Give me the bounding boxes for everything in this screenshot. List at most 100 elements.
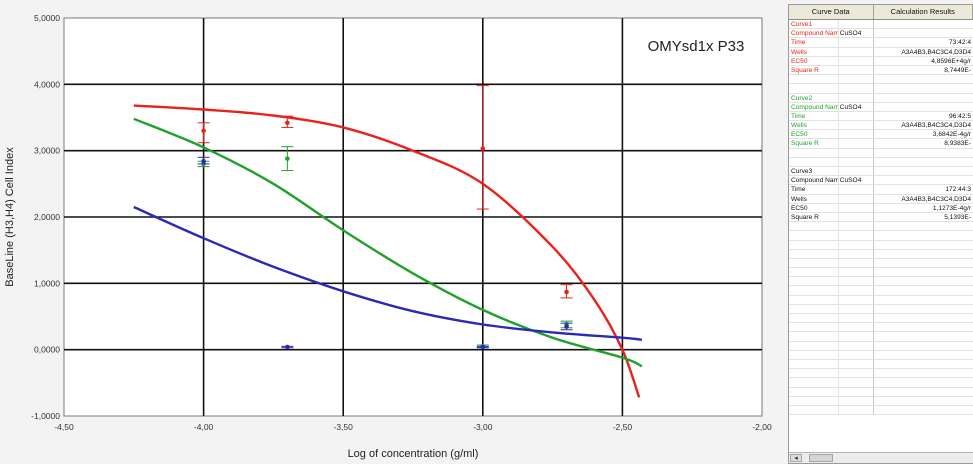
row-label: Square R <box>789 212 839 222</box>
row-label: Curve3 <box>789 167 839 176</box>
table-row[interactable] <box>789 157 973 167</box>
y-axis-label: BaseLine (H3,H4) Cell Index <box>4 147 16 287</box>
row-result <box>874 378 973 386</box>
grid-lines <box>64 18 762 416</box>
table-row[interactable]: Wells A3A4B3,B4C3C4,D3D4 <box>789 194 973 204</box>
table-row[interactable]: Square R 8,7449E- <box>789 65 973 76</box>
table-row[interactable]: Compound Name CuSO4 <box>789 176 973 186</box>
table-row[interactable]: Compound Name CuSO4 <box>789 29 973 39</box>
table-row[interactable] <box>789 148 973 158</box>
row-value <box>839 130 874 139</box>
table-row[interactable]: EC50 4,8596E+4g/r <box>789 56 973 66</box>
curve-line-2 <box>133 117 643 368</box>
row-value <box>839 47 874 56</box>
row-value <box>839 396 874 405</box>
table-row[interactable] <box>789 369 973 379</box>
row-value <box>839 387 874 396</box>
table-row[interactable] <box>789 295 973 305</box>
row-value <box>839 369 874 378</box>
fitted-curves <box>133 104 643 398</box>
table-row[interactable] <box>789 75 973 85</box>
row-value <box>839 304 874 313</box>
row-label <box>789 277 839 286</box>
row-label: EC50 <box>789 130 839 139</box>
table-row[interactable]: Curve1 <box>789 20 973 30</box>
table-row[interactable]: Square R 5,1393E- <box>789 212 973 223</box>
table-row[interactable]: EC50 1,1273E-4g/r <box>789 203 973 213</box>
row-label <box>789 249 839 258</box>
table-row[interactable]: Time 73:42:4 <box>789 38 973 48</box>
table-row[interactable]: Curve2 <box>789 93 973 103</box>
row-label <box>789 157 839 166</box>
row-result <box>874 103 973 111</box>
table-row[interactable] <box>789 268 973 278</box>
row-result <box>874 277 973 285</box>
row-label <box>789 295 839 304</box>
table-row[interactable] <box>789 341 973 351</box>
row-result: 172:44:3 <box>945 186 971 194</box>
row-label <box>789 369 839 378</box>
table-row[interactable] <box>789 405 973 416</box>
table-row[interactable]: Wells A3A4B3,B4C3C4,D3D4 <box>789 121 973 131</box>
row-label <box>789 396 839 405</box>
table-row[interactable]: Time 96:42:5 <box>789 111 973 122</box>
data-point <box>480 344 486 350</box>
table-row[interactable]: Curve3 <box>789 167 973 177</box>
scroll-left-arrow-icon[interactable]: ◂ <box>790 454 802 462</box>
horizontal-scrollbar[interactable]: ◂ <box>789 452 973 463</box>
tab-curve-data[interactable]: Curve Data <box>789 5 874 19</box>
table-row[interactable] <box>789 222 973 232</box>
scroll-thumb[interactable] <box>809 454 833 462</box>
table-row[interactable]: Square R 8,9383E- <box>789 139 973 149</box>
data-point <box>564 289 569 295</box>
row-label <box>789 258 839 268</box>
row-value <box>839 56 874 65</box>
table-row[interactable] <box>789 286 973 296</box>
table-row[interactable] <box>789 231 973 241</box>
table-row[interactable] <box>789 387 973 397</box>
table-row[interactable] <box>789 332 973 342</box>
table-row[interactable] <box>789 240 973 250</box>
x-tick-label: -2,50 <box>613 422 633 432</box>
row-result <box>874 397 973 405</box>
row-label: Time <box>789 38 839 47</box>
row-label <box>789 405 839 415</box>
table-row[interactable] <box>789 249 973 259</box>
row-label <box>789 387 839 396</box>
table-row[interactable]: EC50 3,6842E-4g/r <box>789 130 973 140</box>
row-result: 8,7449E- <box>944 66 971 74</box>
row-result <box>874 323 973 331</box>
row-result <box>874 250 973 258</box>
row-value <box>839 222 874 231</box>
table-row[interactable] <box>789 258 973 269</box>
row-value <box>839 148 874 157</box>
table-row[interactable]: Time 172:44:3 <box>789 185 973 195</box>
table-row[interactable] <box>789 304 973 314</box>
table-row[interactable] <box>789 350 973 360</box>
table-row[interactable] <box>789 314 973 324</box>
results-panel-header: Curve Data Calculation Results <box>789 5 973 20</box>
row-value <box>839 323 874 332</box>
table-row[interactable] <box>789 378 973 388</box>
row-result <box>874 75 973 83</box>
table-row[interactable]: Wells A3A4B3,B4C3C4,D3D4 <box>789 47 973 57</box>
table-row[interactable] <box>789 84 973 94</box>
row-label: EC50 <box>789 56 839 65</box>
tab-calculation-results[interactable]: Calculation Results <box>874 5 973 19</box>
row-result <box>874 29 973 37</box>
row-value <box>839 405 874 415</box>
table-row[interactable] <box>789 396 973 406</box>
tick-labels: -4,50 -4,00 -3,50 -3,00 -2,50 -2,00 -1,0000 0,0… <box>31 13 772 432</box>
row-label <box>789 148 839 157</box>
results-panel[interactable]: Curve Data Calculation Results Curve1 Com… <box>788 4 973 464</box>
table-row[interactable] <box>789 277 973 287</box>
table-row[interactable]: Compound Name CuSO4 <box>789 102 973 112</box>
row-result: A3A4B3,B4C3C4,D3D4 <box>901 48 971 56</box>
row-label <box>789 323 839 332</box>
row-result: 4,8596E+4g/r <box>931 57 971 65</box>
row-result <box>874 305 973 313</box>
row-result <box>874 167 973 175</box>
table-row[interactable] <box>789 359 973 370</box>
table-row[interactable] <box>789 323 973 333</box>
row-result <box>874 296 973 304</box>
